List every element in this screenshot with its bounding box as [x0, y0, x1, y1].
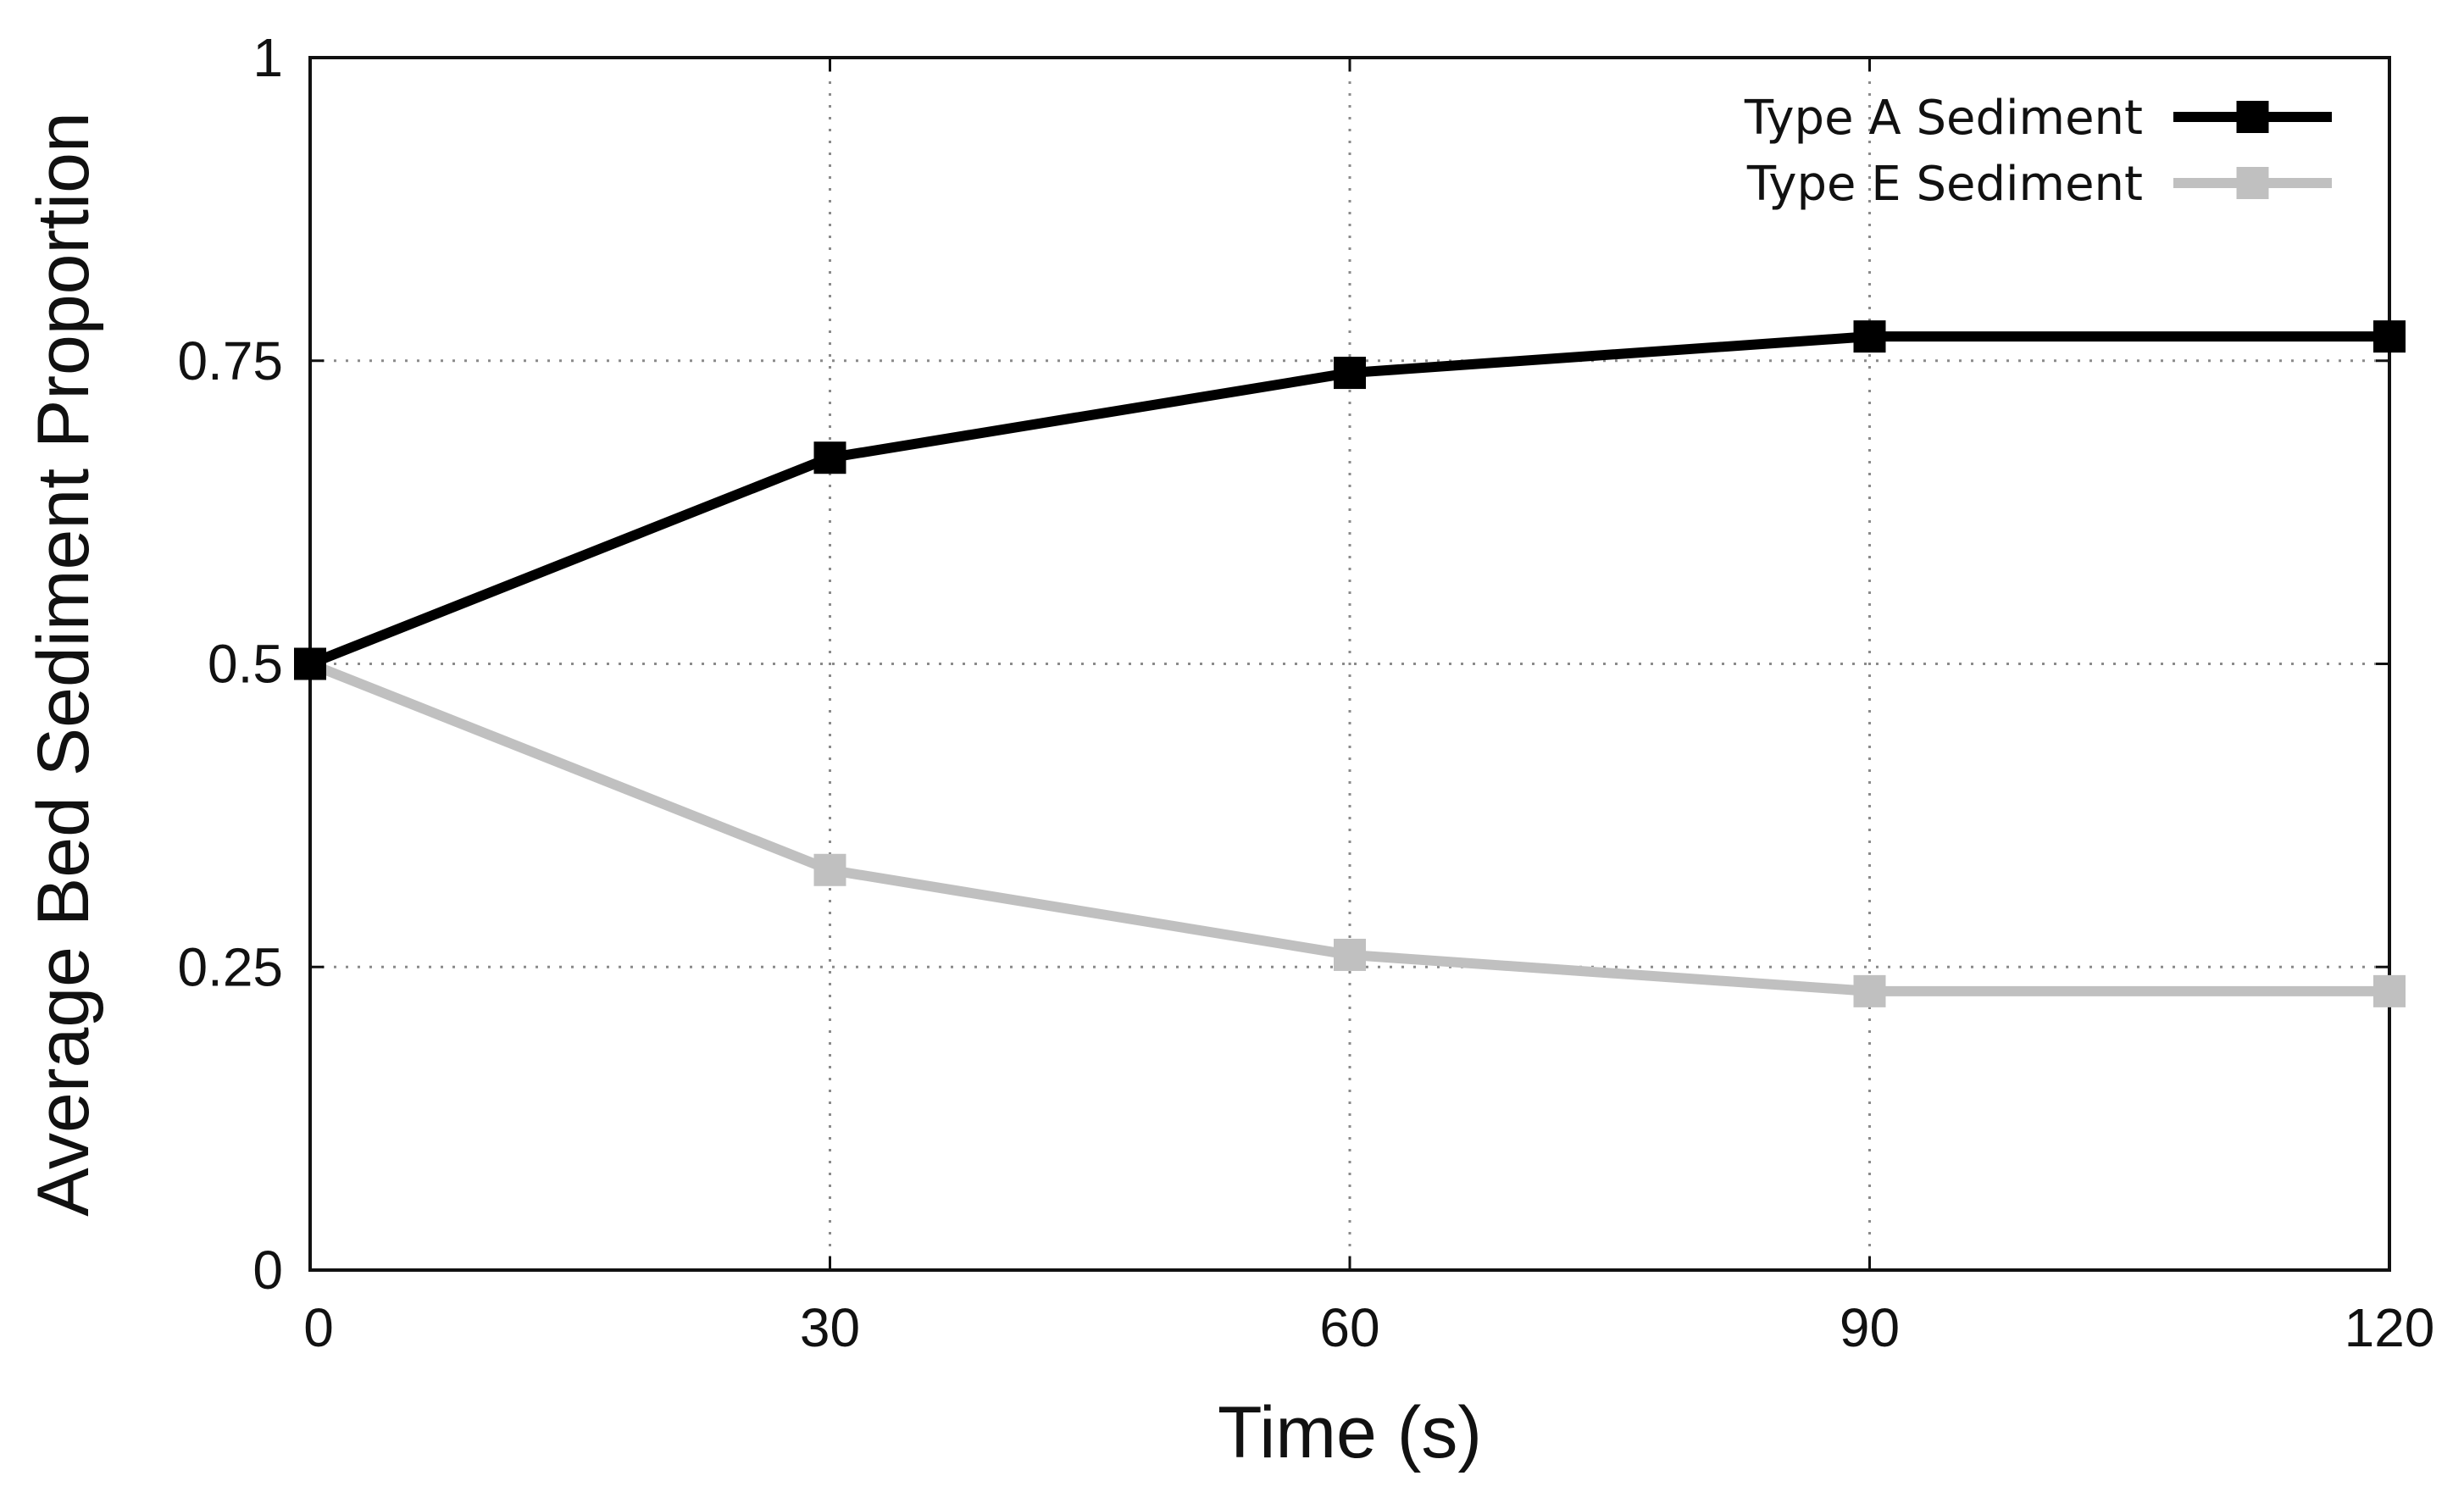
x-axis-title: Time (s) [1218, 1392, 1482, 1473]
series-group [294, 320, 2406, 1007]
legend-label: Type A Sediment [1744, 91, 2143, 146]
data-point-marker [294, 647, 326, 680]
x-tick-label: 0 [303, 1297, 334, 1358]
x-tick-label: 120 [2345, 1297, 2435, 1358]
data-point-marker [813, 441, 846, 474]
legend: Type A Sediment Type E Sediment [1744, 91, 2332, 212]
y-tick-label: 1 [253, 27, 283, 88]
data-point-marker [1334, 357, 1366, 390]
data-point-marker [2373, 320, 2406, 353]
data-point-marker [813, 853, 846, 886]
y-tick-label: 0.25 [177, 936, 283, 997]
data-point-marker [1853, 974, 1886, 1007]
x-tick-label: 90 [1840, 1297, 1900, 1358]
legend-marker-sample [2236, 101, 2269, 133]
series-type-a-sediment [294, 320, 2406, 680]
data-point-marker [1334, 938, 1366, 971]
y-tick-label: 0.75 [177, 330, 283, 391]
x-tick-label: 30 [800, 1297, 860, 1358]
data-point-marker [2373, 974, 2406, 1007]
legend-marker-sample [2236, 167, 2269, 199]
y-tick-label: 0.5 [208, 634, 283, 695]
legend-label: Type E Sediment [1746, 157, 2143, 212]
axis-ticks: 0 30 60 90 120 0 0.25 0.5 0.75 1 [177, 27, 2434, 1358]
y-tick-label: 0 [253, 1240, 283, 1301]
data-point-marker [1853, 320, 1886, 353]
x-tick-label: 60 [1319, 1297, 1379, 1358]
series-type-e-sediment [294, 647, 2406, 1007]
y-axis-title: Average Bed Sediment Proportion [23, 112, 104, 1217]
gridlines [310, 58, 2389, 1270]
